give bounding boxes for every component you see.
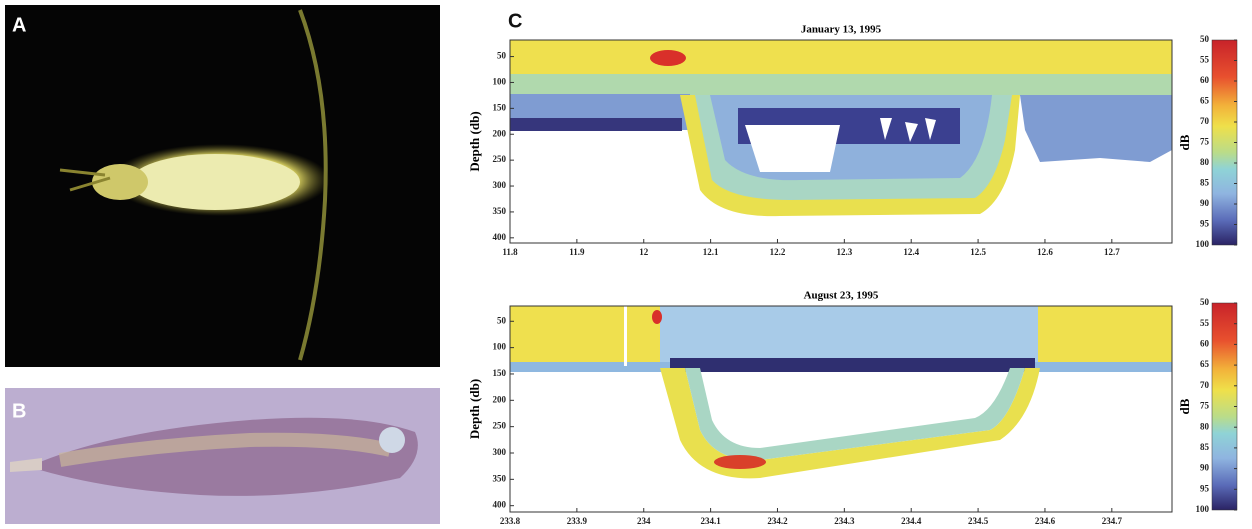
y-tick-label: 250 (493, 154, 507, 164)
colorbar (1211, 39, 1238, 246)
x-tick-label: 12.2 (770, 247, 786, 257)
plot-frame (509, 305, 1173, 513)
plot-frame (509, 39, 1173, 244)
x-tick-label: 234.3 (834, 516, 855, 524)
colorbar-tick-label: 75 (1200, 401, 1210, 411)
y-tick-label: 150 (493, 368, 507, 378)
x-tick-label: 12.3 (836, 247, 852, 257)
colorbar-tick-label: 90 (1200, 463, 1210, 473)
x-tick-label: 12.1 (703, 247, 719, 257)
x-tick-label: 12 (639, 247, 649, 257)
colorbar (1211, 302, 1238, 511)
colorbar-tick-label: 50 (1200, 34, 1210, 44)
y-tick-label: 400 (493, 232, 507, 242)
x-tick-label: 233.8 (500, 516, 521, 524)
x-tick-label: 234 (637, 516, 651, 524)
colorbar-tick-label: 60 (1200, 75, 1210, 85)
panel-label: A (12, 14, 26, 36)
colorbar-tick-label: 95 (1200, 219, 1210, 229)
chart-title: January 13, 1995 (801, 24, 882, 36)
colorbar-tick-label: 80 (1200, 157, 1210, 167)
colorbar-tick-label: 80 (1200, 421, 1210, 431)
x-tick-label: 233.9 (567, 516, 588, 524)
y-tick-label: 50 (497, 51, 507, 61)
colorbar-tick-label: 65 (1200, 359, 1210, 369)
colorbar-tick-label: 100 (1196, 239, 1210, 249)
colorbar-tick-label: 60 (1200, 338, 1210, 348)
y-tick-label: 200 (493, 394, 507, 404)
x-tick-label: 234.1 (700, 516, 721, 524)
y-tick-label: 350 (493, 206, 507, 216)
echogram (510, 306, 1172, 512)
x-tick-label: 11.8 (502, 247, 518, 257)
colorbar-tick-label: 90 (1200, 198, 1210, 208)
x-tick-label: 12.5 (970, 247, 986, 257)
y-tick-label: 400 (493, 500, 507, 510)
copepod-illustration (59, 9, 330, 361)
y-tick-label: 100 (493, 77, 507, 87)
x-tick-label: 12.6 (1037, 247, 1053, 257)
echogram (510, 40, 1172, 243)
x-tick-label: 234.6 (1035, 516, 1056, 524)
colorbar-tick-label: 50 (1200, 297, 1210, 307)
x-tick-label: 11.9 (569, 247, 585, 257)
x-tick-label: 12.4 (903, 247, 919, 257)
colorbar-tick-label: 70 (1200, 116, 1210, 126)
colorbar-tick-label: 65 (1200, 96, 1210, 106)
y-axis-label: Depth (db) (467, 111, 482, 171)
colorbar-label: dB (1177, 398, 1192, 414)
colorbar-tick-label: 75 (1200, 137, 1210, 147)
x-tick-label: 234.4 (901, 516, 922, 524)
fish-illustration (10, 417, 418, 496)
colorbar-tick-label: 95 (1200, 483, 1210, 493)
x-tick-label: 12.7 (1104, 247, 1120, 257)
panel-label: C (508, 10, 522, 32)
y-tick-label: 300 (493, 447, 507, 457)
colorbar-tick-label: 100 (1196, 504, 1210, 514)
y-axis-label: Depth (db) (467, 379, 482, 439)
x-tick-label: 234.2 (767, 516, 788, 524)
x-tick-label: 234.5 (968, 516, 989, 524)
colorbar-label: dB (1177, 134, 1192, 150)
colorbar-tick-label: 55 (1200, 55, 1210, 65)
y-tick-label: 100 (493, 342, 507, 352)
y-tick-label: 300 (493, 180, 507, 190)
chart-title: August 23, 1995 (804, 290, 879, 302)
colorbar-tick-label: 70 (1200, 380, 1210, 390)
y-tick-label: 50 (497, 315, 507, 325)
colorbar-tick-label: 55 (1200, 318, 1210, 328)
colorbar-tick-label: 85 (1200, 442, 1210, 452)
x-tick-label: 234.7 (1102, 516, 1123, 524)
y-tick-label: 200 (493, 128, 507, 138)
panel-label: B (12, 400, 26, 422)
y-tick-label: 250 (493, 421, 507, 431)
y-tick-label: 350 (493, 473, 507, 483)
y-tick-label: 150 (493, 102, 507, 112)
colorbar-tick-label: 85 (1200, 178, 1210, 188)
